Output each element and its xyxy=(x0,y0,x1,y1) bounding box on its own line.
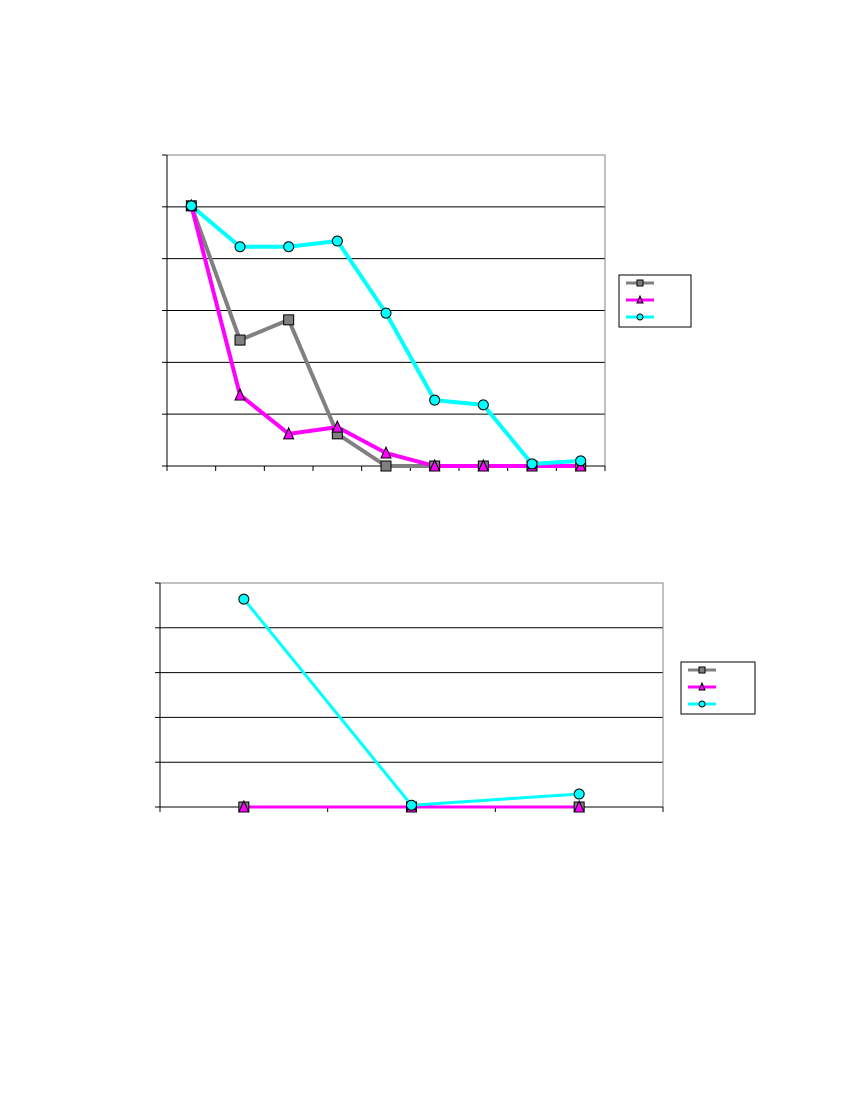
marker-circle xyxy=(406,799,417,811)
marker-triangle xyxy=(238,799,250,813)
marker-circle xyxy=(477,399,489,411)
marker-triangle xyxy=(282,426,295,440)
marker-triangle xyxy=(636,294,644,304)
marker-triangle xyxy=(477,458,490,472)
marker-circle xyxy=(698,700,706,708)
marker-square xyxy=(234,334,246,346)
marker-triangle xyxy=(331,419,344,433)
marker-triangle xyxy=(234,387,246,401)
marker-square xyxy=(636,279,644,287)
marker-square xyxy=(698,666,706,674)
marker-circle xyxy=(575,455,587,467)
marker-square xyxy=(380,460,392,472)
marker-circle xyxy=(238,593,250,605)
marker-circle xyxy=(185,200,197,212)
marker-circle xyxy=(380,307,392,319)
plot-border xyxy=(159,582,664,808)
series-line xyxy=(242,598,580,807)
marker-circle xyxy=(283,241,295,253)
marker-circle xyxy=(331,235,343,247)
marker-triangle xyxy=(380,445,392,459)
marker-triangle xyxy=(428,458,441,472)
marker-circle xyxy=(429,394,441,406)
marker-circle xyxy=(636,313,644,321)
marker-square xyxy=(283,314,295,326)
marker-triangle xyxy=(698,681,706,691)
marker-circle xyxy=(526,458,538,470)
marker-triangle xyxy=(573,799,585,813)
marker-circle xyxy=(234,241,246,253)
marker-circle xyxy=(573,788,585,800)
